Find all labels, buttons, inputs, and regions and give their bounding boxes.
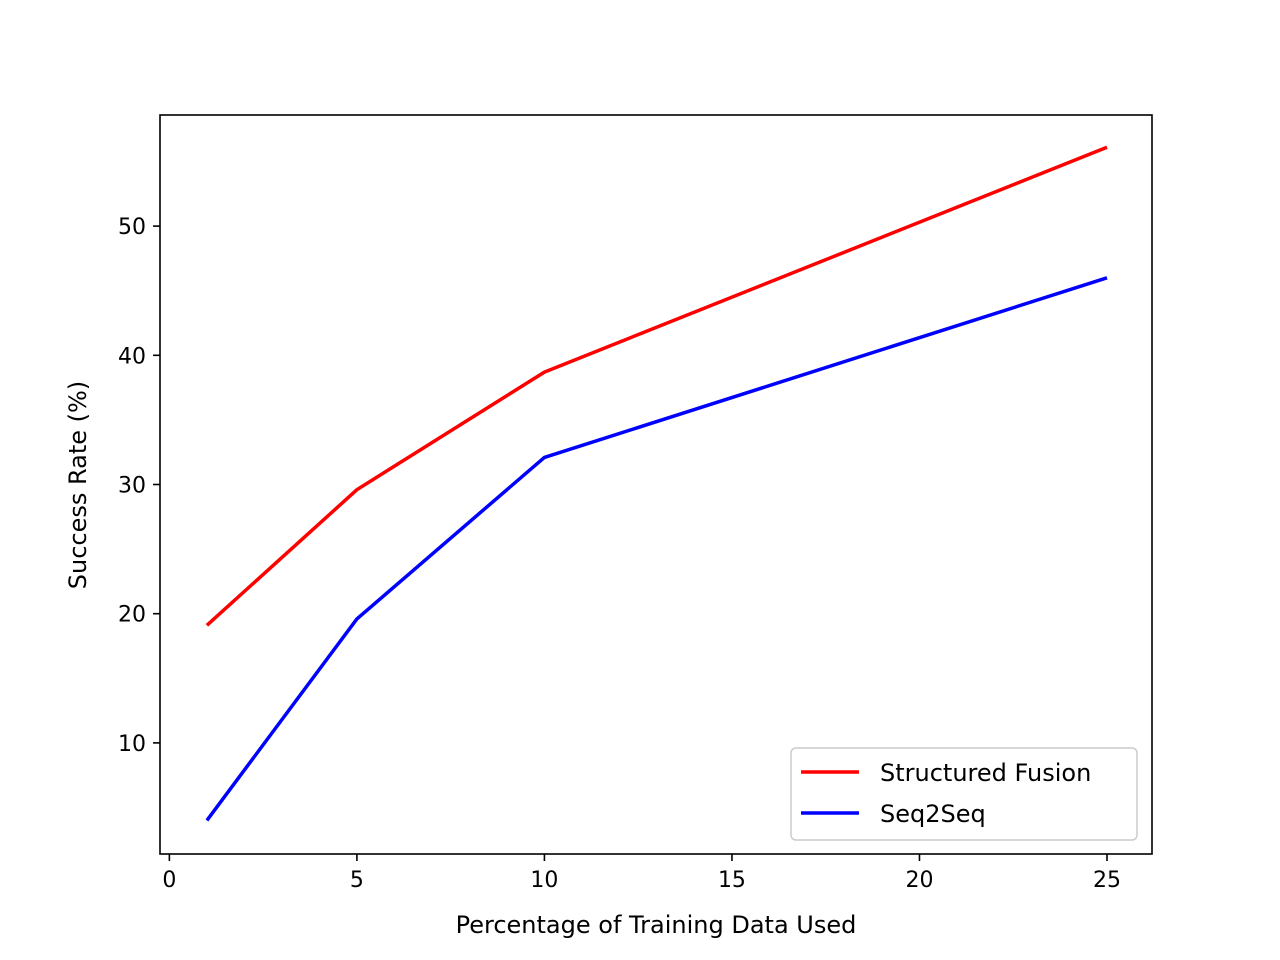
y-tick-label: 40 bbox=[118, 344, 146, 369]
legend: Structured Fusion Seq2Seq bbox=[790, 747, 1138, 841]
legend-box bbox=[790, 747, 1138, 841]
series-line-1 bbox=[205, 145, 1108, 627]
x-tick-label: 20 bbox=[905, 868, 933, 893]
y-tick-label: 30 bbox=[118, 474, 146, 499]
x-axis-label: Percentage of Training Data Used bbox=[456, 911, 857, 939]
y-tick-label: 20 bbox=[118, 603, 146, 628]
x-tick-label: 10 bbox=[530, 868, 558, 893]
x-axis: 0 5 10 15 20 25 bbox=[162, 854, 1121, 893]
y-tick-label: 50 bbox=[118, 215, 146, 240]
x-tick-label: 5 bbox=[350, 868, 364, 893]
legend-label-1: Structured Fusion bbox=[880, 759, 1091, 787]
x-tick-label: 15 bbox=[718, 868, 746, 893]
legend-label-2: Seq2Seq bbox=[880, 800, 986, 828]
y-axis-label: Success Rate (%) bbox=[64, 381, 92, 589]
y-axis: 10 20 30 40 50 bbox=[118, 215, 160, 757]
plot-background bbox=[160, 115, 1152, 854]
y-tick-label: 10 bbox=[118, 732, 146, 757]
x-tick-label: 25 bbox=[1093, 868, 1121, 893]
series-line-2 bbox=[205, 276, 1108, 822]
x-tick-label: 0 bbox=[162, 868, 176, 893]
series-layer bbox=[205, 145, 1108, 822]
